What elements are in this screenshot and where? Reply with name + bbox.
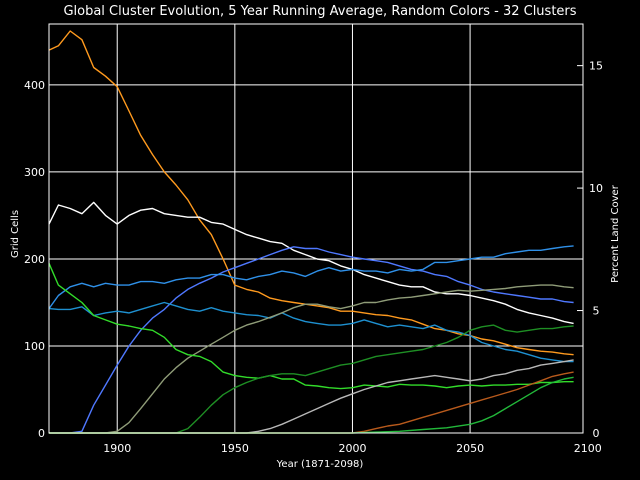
y-tick-label: 300 [24,166,45,179]
y2-tick-label: 10 [589,182,603,195]
y2-axis-label: Percent Land Cover [610,184,621,283]
x-tick-label: 1950 [221,442,249,455]
y2-tick-label: 0 [593,427,600,440]
x-tick-label: 2100 [574,442,602,455]
x-tick-label: 1900 [103,442,131,455]
y2-tick-label: 15 [589,60,603,73]
y-tick-label: 400 [24,79,45,92]
x-axis-label: Year (1871-2098) [276,459,364,470]
chart-title: Global Cluster Evolution, 5 Year Running… [63,4,576,19]
y-axis-label: Grid Cells [10,210,21,258]
y-tick-label: 0 [38,427,45,440]
chart: Global Cluster Evolution, 5 Year Running… [0,0,640,480]
y2-tick-label: 5 [593,305,600,318]
y-tick-label: 100 [24,340,45,353]
y-tick-label: 200 [24,253,45,266]
x-tick-label: 2050 [456,442,484,455]
x-tick-label: 2000 [338,442,366,455]
